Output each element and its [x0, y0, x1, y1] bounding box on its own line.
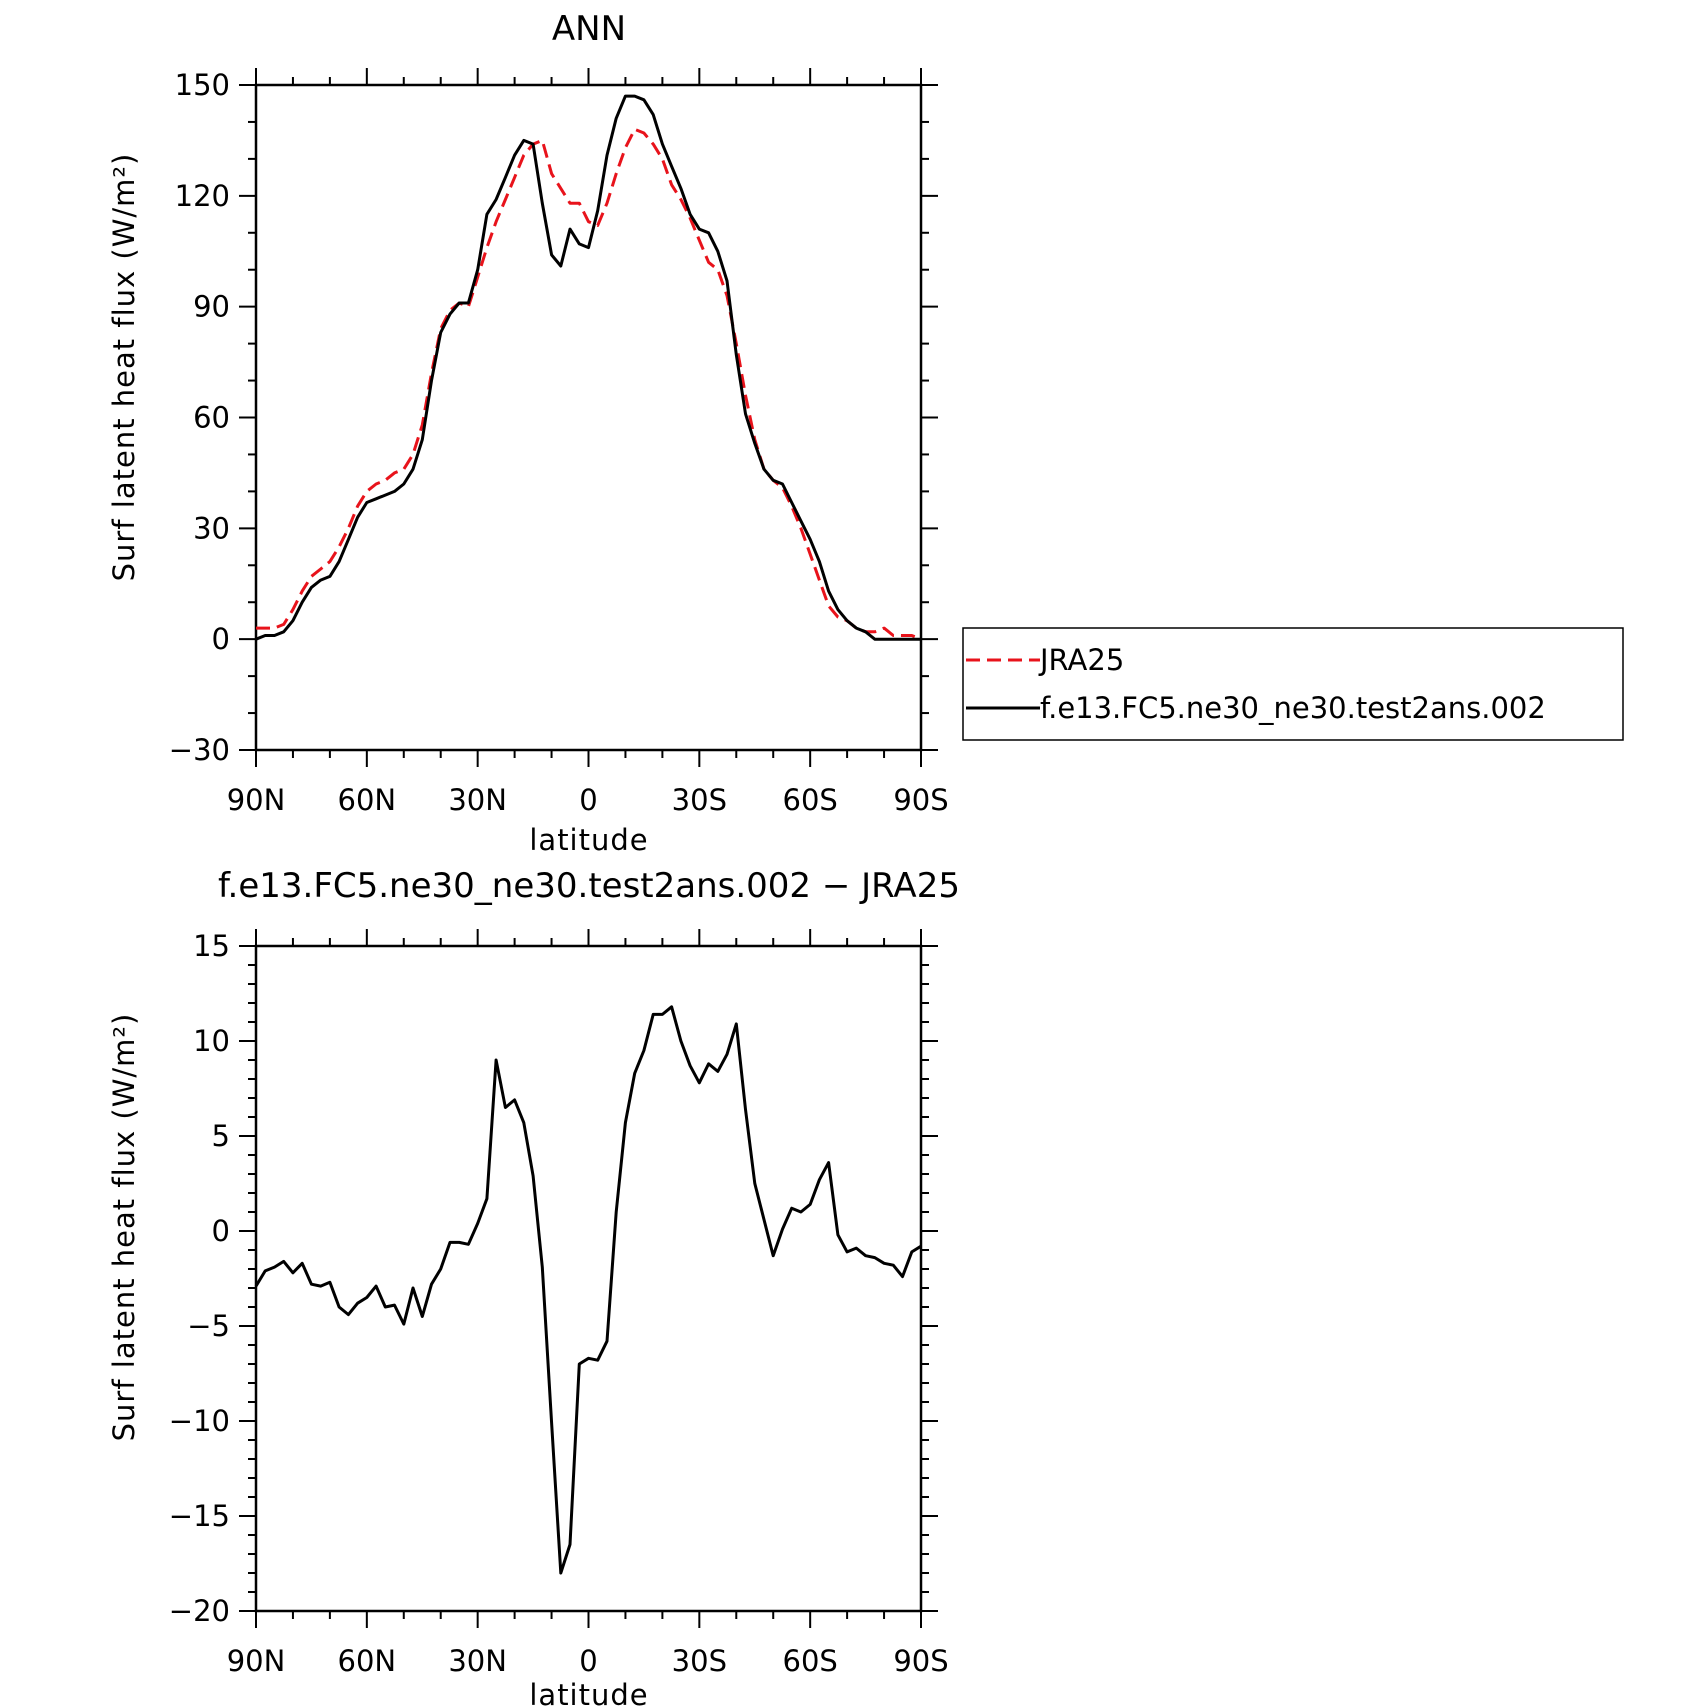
bottom-chart-title: f.e13.FC5.ne30_ne30.test2ans.002 − JRA25 — [218, 866, 960, 906]
top-y-tick-label: 0 — [212, 622, 230, 656]
top-y-tick-label: 90 — [193, 290, 230, 324]
top-x-tick-label: 90N — [227, 783, 286, 817]
bottom-axis-ticks — [239, 929, 938, 1628]
bottom-y-tick-label: −20 — [169, 1594, 230, 1628]
bottom-x-axis-label: latitude — [529, 1678, 648, 1708]
top-panel: ANN 150 120 90 60 30 0 −30 90N 60N 30N 0 30S 60S 90S… — [107, 9, 1624, 857]
bottom-y-tick-label: 15 — [193, 929, 230, 963]
bottom-x-tick-labels: 90N 60N 30N 0 30S 60S 90S — [227, 1644, 949, 1678]
top-series-line-model — [255, 94, 921, 641]
top-y-tick-label: 150 — [175, 68, 230, 102]
bottom-y-tick-label: −5 — [187, 1309, 230, 1343]
top-plot-frame — [254, 83, 923, 752]
bottom-y-tick-label: 0 — [212, 1214, 230, 1248]
bottom-x-tick-label: 90S — [893, 1644, 948, 1678]
top-axis-ticks — [239, 68, 938, 767]
top-y-axis-label: Surf latent heat flux (W/m²) — [107, 153, 141, 582]
legend-label-jra25: JRA25 — [1038, 643, 1124, 677]
legend: JRA25 f.e13.FC5.ne30_ne30.test2ans.002 — [962, 627, 1624, 741]
top-chart-title: ANN — [552, 9, 626, 49]
top-y-tick-labels: 150 120 90 60 30 0 −30 — [169, 68, 230, 767]
bottom-y-tick-label: −10 — [169, 1404, 230, 1438]
top-series-line-jra25 — [256, 127, 922, 641]
bottom-panel: f.e13.FC5.ne30_ne30.test2ans.002 − JRA25… — [107, 866, 960, 1708]
bottom-x-tick-label: 90N — [227, 1644, 286, 1678]
bottom-series-line-model — [254, 1005, 922, 1575]
top-x-tick-label: 30S — [672, 783, 727, 817]
bottom-x-tick-label: 60S — [783, 1644, 838, 1678]
bottom-plot-border — [254, 944, 923, 1613]
bottom-x-tick-label: 30N — [448, 1644, 507, 1678]
top-series-lines — [255, 94, 922, 641]
bottom-y-tick-labels: 15 10 5 0 −5 −10 −15 −20 — [169, 929, 230, 1628]
top-x-tick-label: 0 — [579, 783, 597, 817]
top-y-tick-label: 30 — [193, 511, 230, 545]
top-x-tick-label: 60S — [783, 783, 838, 817]
bottom-y-tick-label: 5 — [212, 1119, 230, 1153]
top-y-tick-label: 120 — [175, 179, 230, 213]
bottom-y-tick-label: 10 — [193, 1024, 230, 1058]
top-x-tick-label: 90S — [893, 783, 948, 817]
legend-label-model: f.e13.FC5.ne30_ne30.test2ans.002 — [1040, 691, 1546, 725]
top-x-axis-label: latitude — [529, 823, 648, 857]
bottom-plot-frame — [254, 944, 923, 1613]
bottom-x-tick-label: 30S — [672, 1644, 727, 1678]
bottom-series-lines — [254, 1005, 922, 1575]
top-x-tick-label: 30N — [448, 783, 507, 817]
top-x-tick-label: 60N — [338, 783, 397, 817]
top-plot-border — [254, 83, 923, 752]
bottom-y-tick-label: −15 — [169, 1499, 230, 1533]
bottom-x-tick-label: 60N — [338, 1644, 397, 1678]
bottom-x-tick-label: 0 — [579, 1644, 597, 1678]
top-y-tick-label: 60 — [193, 401, 230, 435]
top-y-tick-label: −30 — [169, 733, 230, 767]
legend-box — [962, 627, 1624, 741]
bottom-y-axis-label: Surf latent heat flux (W/m²) — [107, 1013, 141, 1442]
top-x-tick-labels: 90N 60N 30N 0 30S 60S 90S — [227, 783, 949, 817]
